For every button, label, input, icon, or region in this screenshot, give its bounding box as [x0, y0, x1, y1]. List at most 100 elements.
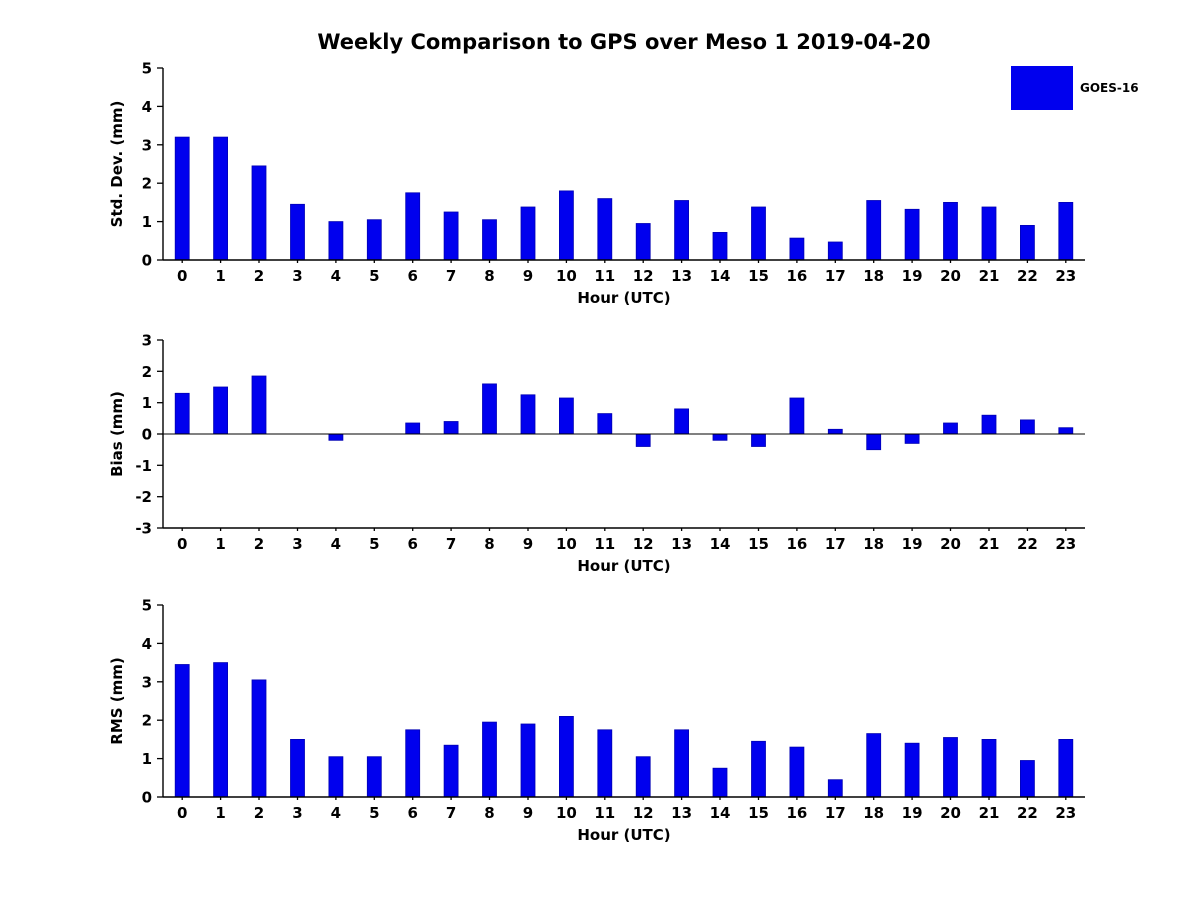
x-tick-label: 21 [979, 267, 1000, 285]
std-dev-bar-4 [328, 221, 344, 261]
x-tick-label: 5 [369, 535, 379, 553]
x-tick-label: 7 [446, 267, 456, 285]
std-dev-bar-2 [251, 165, 267, 261]
x-tick-label: 9 [523, 535, 533, 553]
bias-bar-17 [827, 428, 843, 435]
x-tick-label: 17 [825, 267, 846, 285]
rms-bar-14 [712, 767, 728, 798]
x-tick-label: 15 [748, 535, 769, 553]
std-dev-bar-8 [482, 219, 497, 261]
bias-bar-19 [904, 433, 920, 444]
x-tick-label: 16 [786, 267, 807, 285]
x-tick-label: 17 [825, 804, 846, 822]
std-dev-bar-6 [405, 192, 421, 261]
std-dev-bar-18 [866, 200, 882, 261]
x-tick-label: 3 [292, 267, 302, 285]
rms-bar-15 [751, 740, 766, 798]
y-tick-label: 0 [142, 252, 152, 270]
rms-bar-6 [405, 729, 421, 798]
x-tick-label: 1 [215, 804, 225, 822]
rms-bar-8 [482, 721, 497, 798]
std-dev-bar-22 [1020, 224, 1035, 261]
x-tick-label: 22 [1017, 267, 1038, 285]
bias-bar-7 [443, 421, 459, 435]
bias-bar-1 [213, 386, 229, 435]
legend-swatch-goes16 [1011, 66, 1073, 110]
rms-bar-23 [1058, 739, 1074, 798]
rms-bar-10 [559, 716, 574, 798]
legend: GOES-16 [1011, 66, 1139, 110]
x-tick-label: 6 [407, 535, 417, 553]
bias-bar-10 [559, 397, 574, 435]
rms-bar-13 [674, 729, 689, 798]
x-tick-label: 18 [863, 535, 884, 553]
y-tick-label: 5 [142, 60, 152, 78]
bias-bar-8 [482, 383, 497, 435]
rms-bar-18 [866, 733, 882, 798]
x-tick-label: 23 [1055, 535, 1076, 553]
std-dev-bar-0 [174, 136, 190, 261]
std-dev-bar-19 [904, 208, 920, 261]
x-tick-label: 1 [215, 267, 225, 285]
rms-bar-9 [520, 723, 536, 798]
bias-bar-9 [520, 394, 536, 435]
x-tick-label: 10 [556, 804, 577, 822]
std-dev-bar-10 [559, 190, 574, 261]
x-tick-label: 22 [1017, 535, 1038, 553]
x-tick-label: 4 [331, 535, 341, 553]
x-tick-label: 5 [369, 267, 379, 285]
rms-bar-20 [943, 737, 958, 798]
bias-bar-14 [712, 433, 728, 441]
rms-bar-5 [366, 756, 382, 798]
x-tick-label: 2 [254, 267, 264, 285]
x-tick-label: 17 [825, 535, 846, 553]
x-tick-label: 21 [979, 535, 1000, 553]
bias-bar-2 [251, 375, 267, 435]
std-dev-bar-5 [366, 219, 382, 261]
std-dev-x-axis-title: Hour (UTC) [577, 289, 670, 307]
rms-bar-7 [443, 744, 459, 798]
rms-bar-21 [981, 739, 997, 798]
x-tick-label: 4 [331, 267, 341, 285]
x-tick-label: 8 [484, 267, 494, 285]
x-tick-label: 9 [523, 267, 533, 285]
rms-bar-11 [597, 729, 613, 798]
bias-bar-15 [751, 433, 766, 447]
x-tick-label: 19 [902, 535, 923, 553]
bias-bar-22 [1020, 419, 1035, 435]
y-tick-label: 5 [142, 597, 152, 615]
std-dev-bar-15 [751, 206, 766, 261]
x-tick-label: 18 [863, 804, 884, 822]
x-tick-label: 16 [786, 535, 807, 553]
bias-x-axis-title: Hour (UTC) [577, 557, 670, 575]
x-tick-label: 6 [407, 267, 417, 285]
x-tick-label: 14 [710, 535, 731, 553]
bias-bar-6 [405, 422, 421, 435]
x-tick-label: 13 [671, 535, 692, 553]
x-tick-label: 7 [446, 535, 456, 553]
x-tick-label: 14 [710, 804, 731, 822]
bias-bar-16 [789, 397, 805, 435]
std-dev-bar-11 [597, 198, 613, 261]
x-tick-label: 21 [979, 804, 1000, 822]
bias-bar-21 [981, 414, 997, 435]
x-tick-label: 23 [1055, 804, 1076, 822]
x-tick-label: 11 [594, 267, 615, 285]
x-tick-label: 19 [902, 804, 923, 822]
rms-y-axis-title: RMS (mm) [108, 657, 126, 744]
bias-bar-13 [674, 408, 689, 435]
x-tick-label: 12 [633, 804, 654, 822]
bias-bar-11 [597, 413, 613, 435]
rms-bar-4 [328, 756, 344, 798]
y-tick-label: -1 [135, 457, 152, 475]
std-dev-bar-16 [789, 237, 805, 261]
rms-bar-16 [789, 746, 805, 798]
x-tick-label: 14 [710, 267, 731, 285]
x-tick-label: 3 [292, 804, 302, 822]
rms-bar-2 [251, 679, 267, 798]
x-tick-label: 2 [254, 804, 264, 822]
x-tick-label: 20 [940, 804, 961, 822]
